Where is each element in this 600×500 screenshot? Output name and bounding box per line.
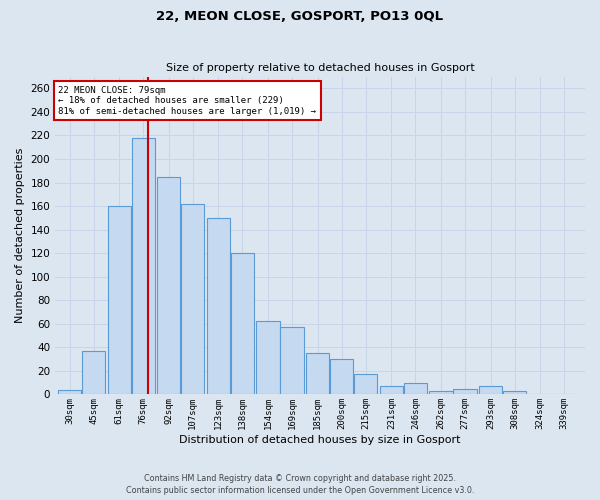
Title: Size of property relative to detached houses in Gosport: Size of property relative to detached ho… (166, 63, 475, 73)
Text: Contains HM Land Registry data © Crown copyright and database right 2025.
Contai: Contains HM Land Registry data © Crown c… (126, 474, 474, 495)
Bar (131, 138, 155, 394)
Bar (306, 353, 329, 395)
Bar (354, 374, 377, 394)
Bar (82, 351, 105, 395)
Bar (330, 359, 353, 394)
Bar (231, 253, 254, 394)
Bar (107, 206, 131, 394)
Bar (430, 391, 452, 394)
Bar (404, 382, 427, 394)
Y-axis label: Number of detached properties: Number of detached properties (15, 148, 25, 323)
Bar (454, 388, 476, 394)
Bar (503, 391, 526, 394)
Bar (479, 386, 502, 394)
Bar (58, 390, 81, 394)
Bar (157, 176, 181, 394)
Text: 22, MEON CLOSE, GOSPORT, PO13 0QL: 22, MEON CLOSE, GOSPORT, PO13 0QL (157, 10, 443, 23)
X-axis label: Distribution of detached houses by size in Gosport: Distribution of detached houses by size … (179, 435, 461, 445)
Bar (181, 204, 205, 394)
Text: 22 MEON CLOSE: 79sqm
← 18% of detached houses are smaller (229)
81% of semi-deta: 22 MEON CLOSE: 79sqm ← 18% of detached h… (58, 86, 316, 116)
Bar (256, 322, 280, 394)
Bar (280, 328, 304, 394)
Bar (207, 218, 230, 394)
Bar (380, 386, 403, 394)
